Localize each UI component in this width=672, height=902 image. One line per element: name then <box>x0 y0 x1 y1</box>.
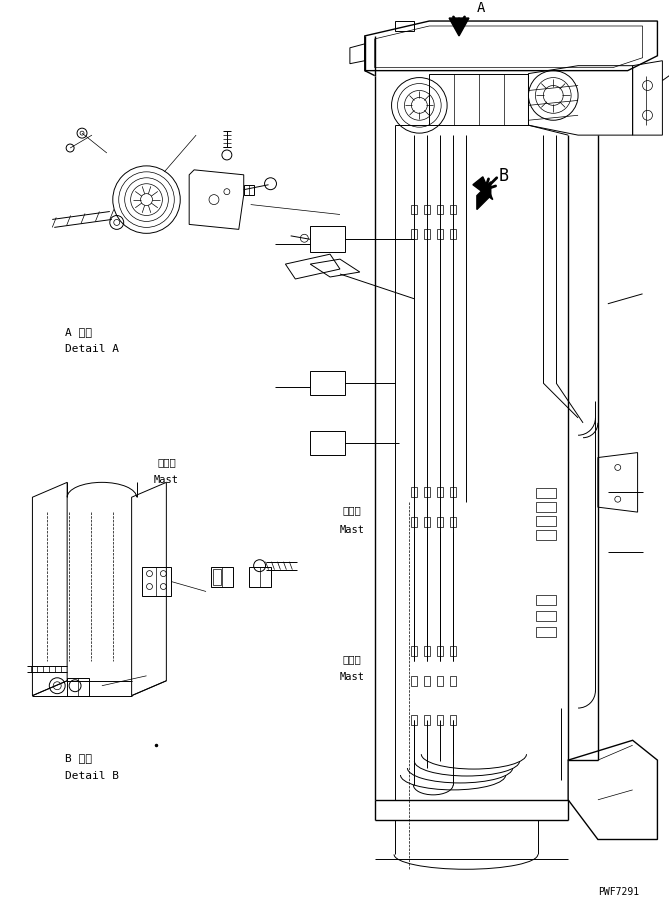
Bar <box>450 230 456 240</box>
Bar <box>424 206 430 216</box>
Text: マスト: マスト <box>157 457 176 467</box>
Bar <box>424 230 430 240</box>
Bar <box>411 518 417 528</box>
Bar <box>536 489 556 499</box>
Polygon shape <box>449 19 469 37</box>
Bar <box>429 75 528 126</box>
Bar <box>411 230 417 240</box>
Bar <box>310 372 345 396</box>
Bar <box>450 676 456 686</box>
Bar <box>450 206 456 216</box>
Bar <box>424 676 430 686</box>
Bar <box>67 678 89 695</box>
Bar <box>450 647 456 657</box>
Bar <box>437 715 443 725</box>
Bar <box>450 488 456 498</box>
Text: Detail A: Detail A <box>65 344 119 354</box>
Bar <box>437 647 443 657</box>
Text: A: A <box>477 1 485 15</box>
Bar <box>244 186 253 196</box>
Bar <box>450 715 456 725</box>
Bar <box>437 676 443 686</box>
Text: Detail B: Detail B <box>65 770 119 780</box>
Bar <box>424 715 430 725</box>
Bar <box>536 596 556 606</box>
Bar <box>424 647 430 657</box>
Bar <box>310 431 345 456</box>
Text: A 詳細: A 詳細 <box>65 327 92 336</box>
Bar <box>213 569 221 584</box>
Bar <box>536 612 556 621</box>
Text: Mast: Mast <box>339 671 364 681</box>
Bar <box>437 206 443 216</box>
Polygon shape <box>477 182 491 210</box>
Text: Mast: Mast <box>339 524 364 534</box>
Bar <box>437 230 443 240</box>
Text: B: B <box>499 167 509 185</box>
Bar <box>411 488 417 498</box>
Bar <box>142 567 171 597</box>
Bar <box>536 530 556 540</box>
Bar <box>424 488 430 498</box>
Bar <box>450 518 456 528</box>
Bar <box>249 567 271 587</box>
Text: マスト: マスト <box>343 504 362 514</box>
Bar <box>411 206 417 216</box>
Bar <box>411 676 417 686</box>
Text: B 詳細: B 詳細 <box>65 752 92 762</box>
Bar <box>411 715 417 725</box>
Bar <box>536 628 556 638</box>
Bar <box>437 488 443 498</box>
Polygon shape <box>473 178 493 200</box>
Bar <box>411 647 417 657</box>
Bar <box>310 227 345 253</box>
Text: Mast: Mast <box>154 474 179 484</box>
Bar <box>536 502 556 512</box>
Text: PWF7291: PWF7291 <box>598 886 639 896</box>
Bar <box>437 518 443 528</box>
Bar <box>211 567 233 587</box>
Bar <box>424 518 430 528</box>
Text: マスト: マスト <box>343 653 362 663</box>
Bar <box>536 517 556 527</box>
